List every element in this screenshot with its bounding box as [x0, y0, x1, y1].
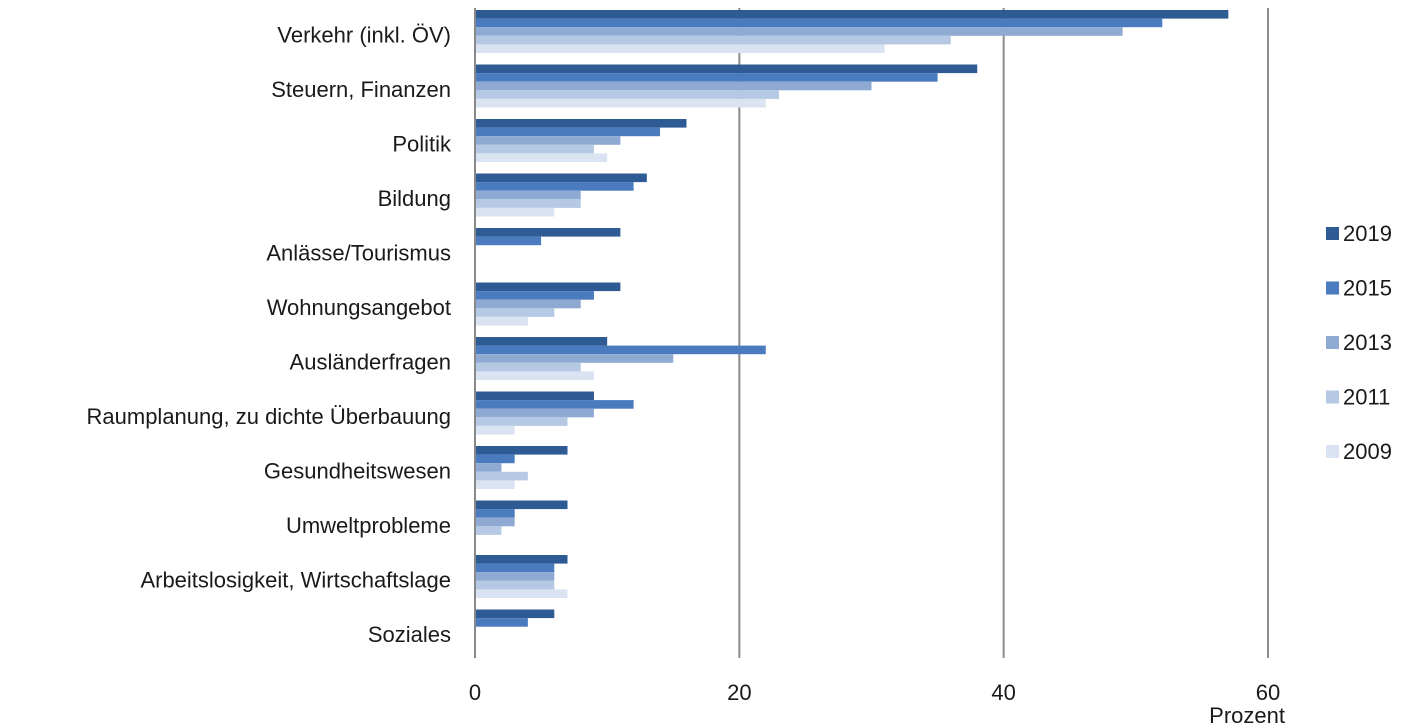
bar-2015-11 — [475, 618, 528, 627]
category-label: Ausländerfragen — [290, 349, 451, 374]
bar-2019-2 — [475, 119, 687, 128]
bar-2013-1 — [475, 81, 872, 91]
category-label: Politik — [392, 131, 452, 156]
category-label: Soziales — [368, 622, 451, 647]
bar-2013-5 — [475, 299, 581, 309]
legend-label-2013: 2013 — [1343, 330, 1392, 355]
bar-2019-10 — [475, 555, 568, 564]
category-label: Bildung — [378, 186, 451, 211]
bar-2013-2 — [475, 136, 621, 145]
x-axis-title: Prozent — [1209, 703, 1285, 728]
bar-2009-0 — [475, 44, 885, 53]
legend-label-2015: 2015 — [1343, 276, 1392, 301]
bar-2019-0 — [475, 10, 1229, 19]
bar-2011-9 — [475, 526, 502, 535]
legend-label-2019: 2019 — [1343, 221, 1392, 246]
bar-2011-2 — [475, 144, 594, 154]
bar-2011-0 — [475, 35, 951, 45]
bar-2019-3 — [475, 173, 647, 183]
bar-2015-8 — [475, 454, 515, 464]
bar-2019-6 — [475, 337, 608, 346]
legend-label-2011: 2011 — [1343, 385, 1390, 410]
bar-2013-9 — [475, 517, 515, 527]
bar-2019-4 — [475, 228, 621, 237]
gridlines — [738, 8, 1269, 658]
bar-2009-6 — [475, 371, 594, 380]
bar-2009-2 — [475, 153, 608, 162]
legend: 2019 2015 2013 2011 2009 — [1326, 221, 1392, 464]
legend-swatch-2009 — [1326, 445, 1339, 458]
category-label: Umweltprobleme — [286, 513, 451, 538]
bar-2019-11 — [475, 609, 555, 619]
bar-2019-9 — [475, 500, 568, 510]
category-label: Arbeitslosigkeit, Wirtschaftslage — [140, 567, 451, 592]
legend-label-2009: 2009 — [1343, 439, 1392, 464]
bar-2015-3 — [475, 182, 634, 191]
bar-2011-8 — [475, 471, 528, 481]
bar-2009-10 — [475, 589, 568, 598]
bar-2013-0 — [475, 27, 1123, 36]
bar-2011-10 — [475, 580, 555, 590]
category-label: Raumplanung, zu dichte Überbauung — [87, 404, 451, 429]
legend-swatch-2013 — [1326, 336, 1339, 349]
bar-2015-6 — [475, 345, 766, 355]
bars — [475, 10, 1229, 627]
bar-2019-5 — [475, 282, 621, 292]
bar-2015-10 — [475, 563, 555, 573]
category-label: Wohnungsangebot — [267, 295, 451, 320]
x-tick-labels: 0 20 40 60 — [469, 680, 1280, 705]
category-label: Gesundheitswesen — [264, 458, 451, 483]
bar-2015-2 — [475, 127, 661, 137]
bar-2009-8 — [475, 480, 515, 489]
bar-2009-5 — [475, 316, 528, 326]
bar-2015-9 — [475, 509, 515, 518]
x-tick-label: 20 — [727, 680, 751, 705]
x-tick-label: 40 — [991, 680, 1015, 705]
bar-2013-6 — [475, 354, 674, 363]
bar-2009-1 — [475, 98, 766, 108]
bar-2013-3 — [475, 190, 581, 200]
bar-2009-7 — [475, 425, 515, 435]
bar-2011-1 — [475, 90, 779, 99]
category-label: Anlässe/Tourismus — [266, 240, 451, 265]
x-tick-label: 60 — [1256, 680, 1280, 705]
bar-2011-3 — [475, 199, 581, 208]
bar-2011-7 — [475, 417, 568, 426]
legend-swatch-2019 — [1326, 227, 1339, 240]
bar-2015-1 — [475, 73, 938, 82]
bar-2019-8 — [475, 446, 568, 455]
legend-swatch-2011 — [1326, 390, 1339, 404]
bar-2013-7 — [475, 408, 594, 418]
bar-2011-5 — [475, 308, 555, 317]
bar-2013-8 — [475, 463, 502, 472]
bar-2009-3 — [475, 207, 555, 217]
category-label: Steuern, Finanzen — [271, 77, 451, 102]
bar-2019-1 — [475, 64, 978, 74]
bar-2013-10 — [475, 572, 555, 581]
bar-2015-5 — [475, 291, 594, 300]
x-tick-label: 0 — [469, 680, 481, 705]
bar-2015-7 — [475, 400, 634, 409]
bar-2011-6 — [475, 362, 581, 372]
legend-swatch-2015 — [1326, 281, 1339, 295]
bar-2019-7 — [475, 391, 594, 401]
bar-2015-0 — [475, 18, 1163, 28]
bar-2015-4 — [475, 236, 542, 246]
category-label: Verkehr (inkl. ÖV) — [277, 22, 451, 47]
category-labels: Verkehr (inkl. ÖV) Steuern, Finanzen Polit… — [87, 22, 452, 647]
